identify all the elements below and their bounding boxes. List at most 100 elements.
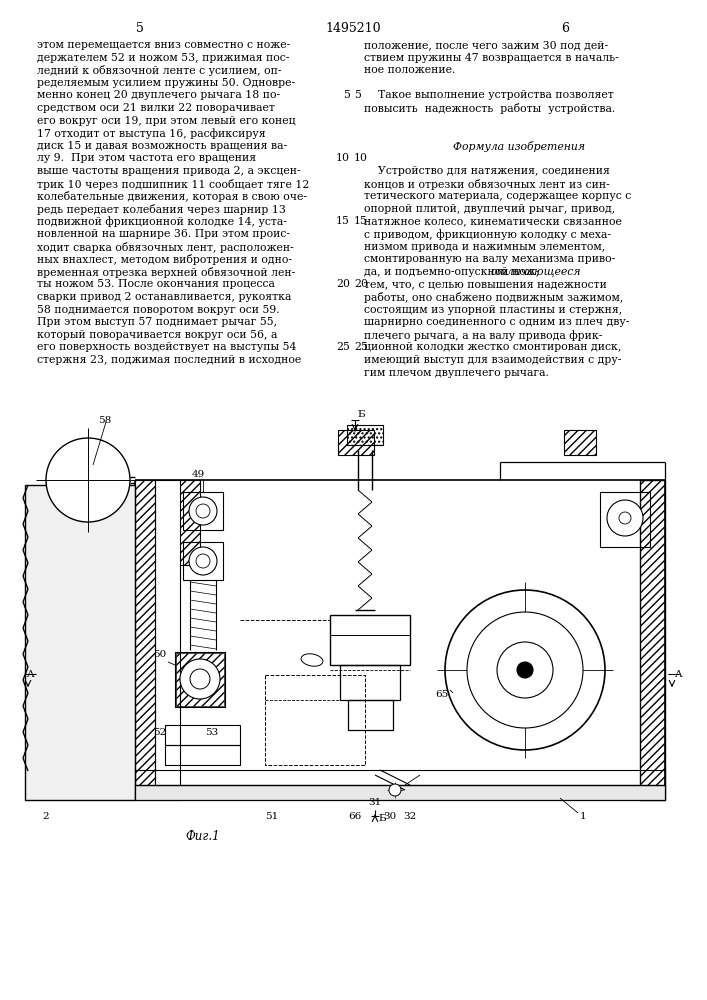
Text: шарнирно соединенного с одним из плеч дву-: шарнирно соединенного с одним из плеч дв… bbox=[364, 317, 629, 327]
Bar bbox=[183, 492, 223, 530]
Circle shape bbox=[196, 504, 210, 518]
Circle shape bbox=[189, 547, 217, 575]
Text: держателем 52 и ножом 53, прижимая пос-: держателем 52 и ножом 53, прижимая пос- bbox=[37, 53, 289, 63]
Text: его поверхность воздействует на выступы 54: его поверхность воздействует на выступы … bbox=[37, 342, 296, 352]
Bar bbox=[600, 492, 650, 547]
Circle shape bbox=[497, 642, 553, 698]
Text: 15: 15 bbox=[336, 216, 350, 226]
Ellipse shape bbox=[301, 654, 323, 666]
Text: редь передает колебания через шарнир 13: редь передает колебания через шарнир 13 bbox=[37, 204, 286, 215]
Circle shape bbox=[445, 590, 605, 750]
Text: 31: 31 bbox=[368, 798, 381, 807]
Text: сварки привод 2 останавливается, рукоятка: сварки привод 2 останавливается, рукоятк… bbox=[37, 292, 291, 302]
Text: Формула изобретения: Формула изобретения bbox=[453, 141, 585, 152]
Text: 65: 65 bbox=[435, 690, 448, 699]
Bar bbox=[338, 430, 374, 455]
Bar bbox=[183, 542, 223, 580]
Text: ты ножом 53. После окончания процесса: ты ножом 53. После окончания процесса bbox=[37, 279, 275, 289]
Circle shape bbox=[607, 500, 643, 536]
Circle shape bbox=[190, 669, 210, 689]
Circle shape bbox=[467, 612, 583, 728]
Text: смонтированную на валу механизма приво-: смонтированную на валу механизма приво- bbox=[364, 254, 615, 264]
Bar bbox=[175, 652, 225, 707]
Bar bbox=[348, 700, 393, 730]
Text: тетического материала, содержащее корпус с: тетического материала, содержащее корпус… bbox=[364, 191, 631, 201]
Text: 51: 51 bbox=[265, 812, 279, 821]
Text: этом перемещается вниз совместно с ноже-: этом перемещается вниз совместно с ноже- bbox=[37, 40, 291, 50]
Text: При этом выступ 57 поднимает рычаг 55,: При этом выступ 57 поднимает рычаг 55, bbox=[37, 317, 277, 327]
Text: временная отрезка верхней обвязочной лен-: временная отрезка верхней обвязочной лен… bbox=[37, 267, 296, 278]
Text: 49: 49 bbox=[192, 470, 205, 479]
Text: концов и отрезки обвязочных лент из син-: концов и отрезки обвязочных лент из син- bbox=[364, 179, 609, 190]
Text: 5: 5 bbox=[136, 22, 144, 35]
Text: тем, что, с целью повышения надежности: тем, что, с целью повышения надежности bbox=[364, 279, 607, 289]
Text: A: A bbox=[26, 670, 33, 679]
Bar bbox=[176, 653, 224, 706]
Bar bbox=[330, 615, 410, 665]
Bar bbox=[640, 480, 665, 800]
Text: 17 отходит от выступа 16, расфиксируя: 17 отходит от выступа 16, расфиксируя bbox=[37, 128, 266, 139]
Text: повысить  надежность  работы  устройства.: повысить надежность работы устройства. bbox=[364, 103, 615, 114]
Text: 53: 53 bbox=[205, 728, 218, 737]
Text: 1495210: 1495210 bbox=[325, 22, 381, 35]
Text: опорной плитой, двуплечий рычаг, привод,: опорной плитой, двуплечий рычаг, привод, bbox=[364, 204, 615, 214]
Text: 20: 20 bbox=[336, 279, 350, 289]
Text: низмом привода и нажимным элементом,: низмом привода и нажимным элементом, bbox=[364, 242, 605, 252]
Text: работы, оно снабжено подвижным зажимом,: работы, оно снабжено подвижным зажимом, bbox=[364, 292, 624, 303]
Bar bbox=[564, 430, 596, 455]
Text: 58: 58 bbox=[98, 416, 111, 425]
Text: который поворачивается вокруг оси 56, а: который поворачивается вокруг оси 56, а bbox=[37, 330, 277, 340]
Text: 58 поднимается поворотом вокруг оси 59.: 58 поднимается поворотом вокруг оси 59. bbox=[37, 305, 280, 315]
Text: стержня 23, поджимая последний в исходное: стержня 23, поджимая последний в исходно… bbox=[37, 355, 301, 365]
Text: лу 9.  При этом частота его вращения: лу 9. При этом частота его вращения bbox=[37, 153, 256, 163]
Text: 66: 66 bbox=[348, 812, 361, 821]
Text: положение, после чего зажим 30 под дей-: положение, после чего зажим 30 под дей- bbox=[364, 40, 608, 50]
Bar bbox=[135, 770, 665, 785]
Bar bbox=[347, 425, 383, 445]
Text: 5: 5 bbox=[354, 90, 361, 100]
Text: 2: 2 bbox=[42, 812, 49, 821]
Text: Б: Б bbox=[378, 814, 385, 823]
Text: 25: 25 bbox=[336, 342, 350, 352]
Circle shape bbox=[180, 659, 220, 699]
Text: новленной на шарнире 36. При этом проис-: новленной на шарнире 36. При этом проис- bbox=[37, 229, 290, 239]
Text: да, и подъемно-опускной нож,: да, и подъемно-опускной нож, bbox=[364, 267, 543, 277]
Text: подвижной фрикционной колодке 14, уста-: подвижной фрикционной колодке 14, уста- bbox=[37, 216, 287, 227]
Text: имеющий выступ для взаимодействия с дру-: имеющий выступ для взаимодействия с дру- bbox=[364, 355, 621, 365]
Text: 6: 6 bbox=[561, 22, 569, 35]
Circle shape bbox=[189, 497, 217, 525]
Text: отличающееся: отличающееся bbox=[491, 267, 582, 277]
Text: ных внахлест, методом вибротрения и одно-: ных внахлест, методом вибротрения и одно… bbox=[37, 254, 292, 265]
Text: трик 10 через подшипник 11 сообщает тяге 12: трик 10 через подшипник 11 сообщает тяге… bbox=[37, 179, 310, 190]
Text: ределяемым усилием пружины 50. Одновре-: ределяемым усилием пружины 50. Одновре- bbox=[37, 78, 295, 88]
Text: колебательные движения, которая в свою оче-: колебательные движения, которая в свою о… bbox=[37, 191, 307, 202]
Text: гим плечом двуплечего рычага.: гим плечом двуплечего рычага. bbox=[364, 368, 549, 378]
Text: ствием пружины 47 возвращается в началь-: ствием пружины 47 возвращается в началь- bbox=[364, 53, 619, 63]
Text: 25: 25 bbox=[354, 342, 368, 352]
Text: Устройство для натяжения, соединения: Устройство для натяжения, соединения bbox=[364, 166, 610, 176]
Text: 15: 15 bbox=[354, 216, 368, 226]
Text: состоящим из упорной пластины и стержня,: состоящим из упорной пластины и стержня, bbox=[364, 305, 622, 315]
Text: 10: 10 bbox=[336, 153, 350, 163]
Text: Б: Б bbox=[357, 410, 365, 419]
Circle shape bbox=[619, 512, 631, 524]
Text: ледний к обвязочной ленте с усилием, оп-: ледний к обвязочной ленте с усилием, оп- bbox=[37, 65, 281, 76]
Text: натяжное колесо, кинематически связанное: натяжное колесо, кинематически связанное bbox=[364, 216, 622, 226]
Bar bbox=[25, 485, 135, 800]
Bar bbox=[135, 480, 155, 800]
Text: Такое выполнение устройства позволяет: Такое выполнение устройства позволяет bbox=[364, 90, 614, 100]
Bar bbox=[265, 675, 365, 765]
Text: 50: 50 bbox=[153, 650, 166, 659]
Text: с приводом, фрикционную колодку с меха-: с приводом, фрикционную колодку с меха- bbox=[364, 229, 611, 240]
Text: ное положение.: ное положение. bbox=[364, 65, 455, 75]
Text: плечего рычага, а на валу привода фрик-: плечего рычага, а на валу привода фрик- bbox=[364, 330, 602, 341]
Text: Фиг.1: Фиг.1 bbox=[185, 830, 220, 843]
Bar bbox=[340, 665, 400, 700]
Bar bbox=[135, 785, 665, 800]
Bar bbox=[165, 745, 240, 765]
Circle shape bbox=[517, 662, 533, 678]
Bar bbox=[180, 480, 200, 565]
Text: ционной колодки жестко смонтирован диск,: ционной колодки жестко смонтирован диск, bbox=[364, 342, 621, 352]
Circle shape bbox=[196, 554, 210, 568]
Text: A: A bbox=[674, 670, 682, 679]
